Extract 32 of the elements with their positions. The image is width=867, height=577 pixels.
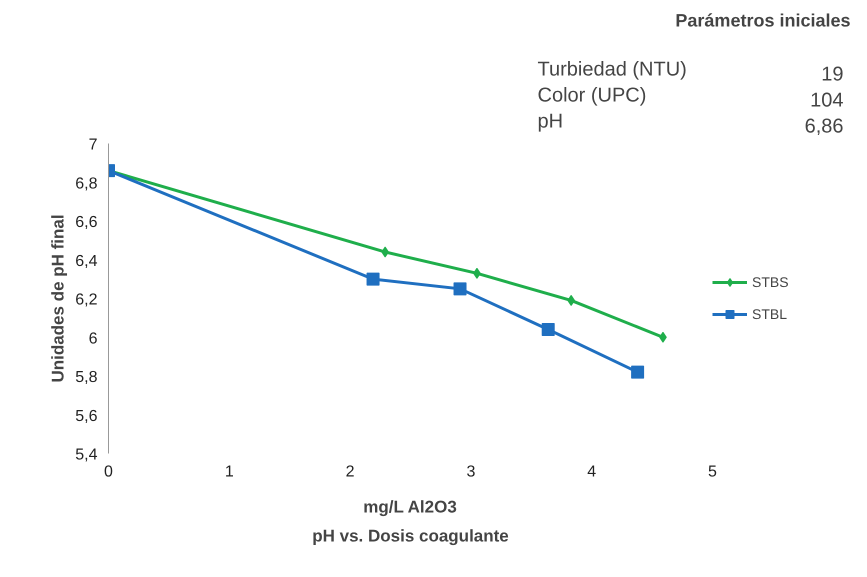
point bbox=[366, 272, 380, 286]
point bbox=[631, 366, 644, 379]
y-tick-label: 7 bbox=[88, 136, 98, 154]
y-tick-label: 5,6 bbox=[75, 408, 98, 425]
legend-label: STBS bbox=[752, 274, 789, 290]
x-tick-label: 1 bbox=[224, 464, 234, 480]
text: pH bbox=[538, 110, 564, 132]
y-axis-title: Unidades de pH final bbox=[48, 214, 68, 383]
y-tick-label: 6,4 bbox=[75, 252, 98, 270]
text: 104 bbox=[810, 90, 844, 112]
x-tick-label: 2 bbox=[346, 464, 355, 480]
y-tick-label: 5,8 bbox=[75, 369, 98, 386]
legend-label: STBL bbox=[752, 306, 788, 322]
x-tick-label: 3 bbox=[466, 464, 476, 480]
point bbox=[454, 282, 467, 296]
text: pH vs. Dosis coagulante bbox=[312, 526, 509, 546]
point bbox=[381, 246, 389, 258]
y-tick-label: 6,8 bbox=[75, 175, 98, 192]
x-tick-label: 5 bbox=[708, 464, 718, 480]
text: Color (UPC) bbox=[538, 84, 646, 106]
point bbox=[542, 323, 555, 336]
y-tick-label: 5,4 bbox=[75, 446, 98, 464]
y-tick-label: 6,6 bbox=[75, 214, 98, 231]
text: 6,86 bbox=[804, 116, 844, 138]
text: 19 bbox=[821, 64, 844, 86]
x-tick-label: 0 bbox=[104, 464, 114, 480]
text: Turbiedad (NTU) bbox=[538, 58, 687, 80]
y-tick-label: 6 bbox=[88, 330, 98, 348]
y-tick-label: 6,2 bbox=[75, 292, 98, 308]
x-axis-title: mg/L Al2O3 bbox=[363, 498, 457, 516]
text: Parámetros iniciales bbox=[675, 10, 851, 30]
x-tick-label: 4 bbox=[587, 464, 596, 480]
